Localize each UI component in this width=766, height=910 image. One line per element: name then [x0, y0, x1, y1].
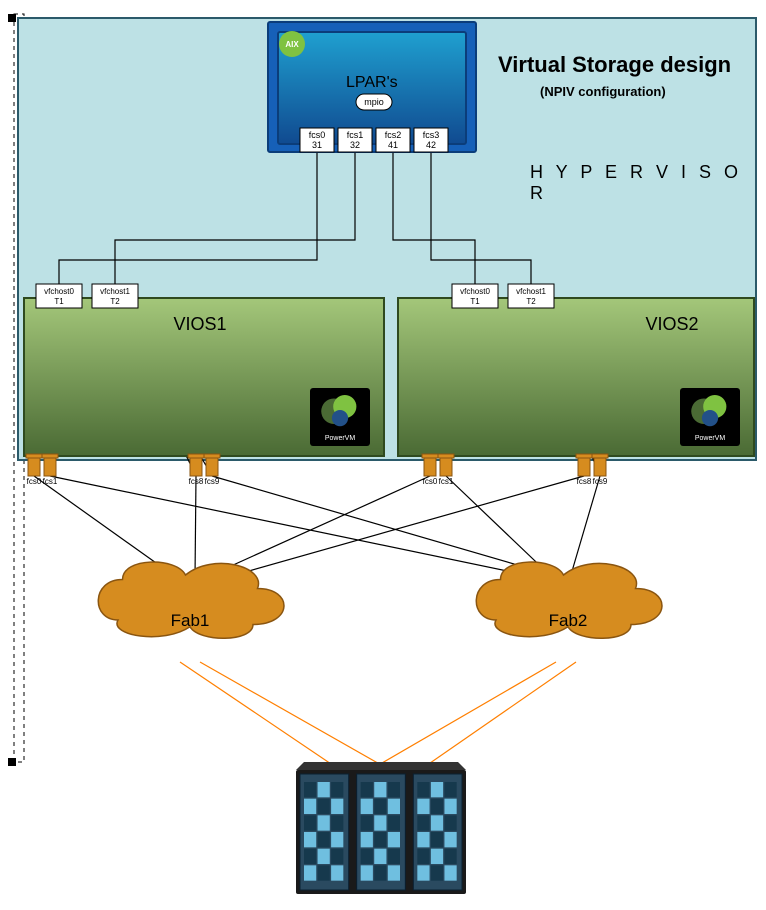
title: Virtual Storage design	[498, 52, 731, 78]
svg-text:fcs2: fcs2	[385, 130, 402, 140]
svg-text:Fab1: Fab1	[171, 611, 210, 630]
svg-text:vfchost1: vfchost1	[516, 287, 546, 296]
svg-text:VIOS2: VIOS2	[645, 314, 698, 334]
subtitle: (NPIV configuration)	[540, 84, 666, 99]
svg-text:fcs8: fcs8	[577, 477, 592, 486]
svg-text:32: 32	[350, 140, 360, 150]
svg-text:fcs1: fcs1	[347, 130, 364, 140]
svg-text:Fab2: Fab2	[549, 611, 588, 630]
hypervisor-label: H Y P E R V I S O R	[530, 162, 766, 204]
svg-text:41: 41	[388, 140, 398, 150]
svg-text:T2: T2	[526, 297, 536, 306]
svg-text:vfchost0: vfchost0	[460, 287, 490, 296]
svg-text:vfchost1: vfchost1	[100, 287, 130, 296]
diagram-svg: VIOS1VIOS2PowerVMPowerVMAIXmpiofcs031fcs…	[0, 0, 766, 910]
svg-text:fcs9: fcs9	[593, 477, 608, 486]
svg-text:fcs9: fcs9	[205, 477, 220, 486]
svg-text:fcs0: fcs0	[423, 477, 438, 486]
svg-text:31: 31	[312, 140, 322, 150]
svg-text:PowerVM: PowerVM	[325, 435, 356, 442]
svg-text:T2: T2	[110, 297, 120, 306]
svg-text:vfchost0: vfchost0	[44, 287, 74, 296]
svg-text:VIOS1: VIOS1	[173, 314, 226, 334]
svg-text:fcs1: fcs1	[43, 477, 58, 486]
diagram-canvas: VIOS1VIOS2PowerVMPowerVMAIXmpiofcs031fcs…	[0, 0, 766, 910]
svg-text:fcs0: fcs0	[309, 130, 326, 140]
svg-text:mpio: mpio	[364, 97, 384, 107]
svg-text:42: 42	[426, 140, 436, 150]
svg-text:PowerVM: PowerVM	[695, 435, 726, 442]
svg-text:fcs3: fcs3	[423, 130, 440, 140]
svg-text:T1: T1	[470, 297, 480, 306]
svg-text:AIX: AIX	[285, 40, 299, 49]
svg-text:fcs0: fcs0	[27, 477, 42, 486]
svg-text:fcs1: fcs1	[439, 477, 454, 486]
svg-text:fcs8: fcs8	[189, 477, 204, 486]
svg-text:T1: T1	[54, 297, 64, 306]
lpar-label: LPAR's	[346, 74, 398, 92]
